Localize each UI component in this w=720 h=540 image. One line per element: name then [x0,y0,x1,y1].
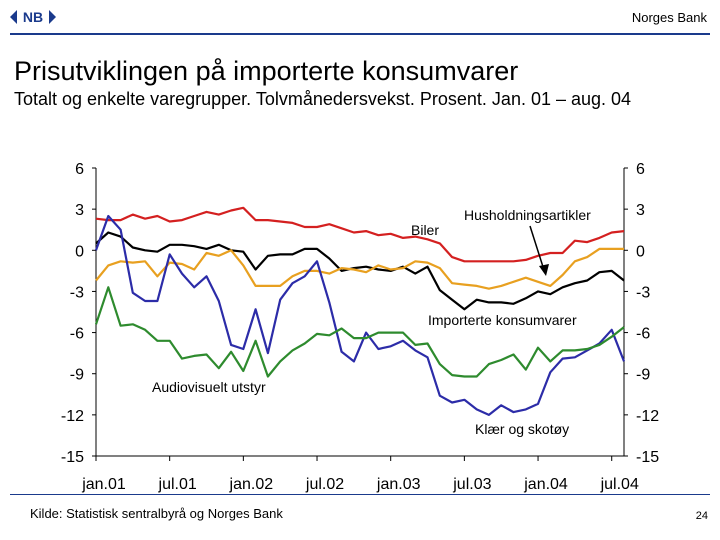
x-tick-label: jul.01 [158,476,197,493]
slide-title: Prisutviklingen på importerte konsumvare… [14,56,519,86]
footer-divider [10,494,710,495]
series-line-biler [95,231,625,311]
y-tick-label-left: -6 [70,326,84,343]
y-tick-label-right: -15 [636,449,659,466]
annotation-arrow-line [529,225,545,271]
y-tick-label-left: 0 [75,243,84,260]
slide-subtitle: Totalt og enkelte varegrupper. Tolvmåned… [14,89,632,109]
y-tick-label-right: 3 [636,202,645,219]
page-number: 24 [695,510,708,522]
series-line-importerte-konsumvarer [95,247,624,290]
y-tick-label-left: 3 [75,202,84,219]
x-tick-label: jan.03 [376,476,421,493]
series-line-husholdningsartikler [95,206,625,263]
series-line-kl-r-og-skot-y [94,286,625,378]
y-tick-label-right: 6 [636,161,645,178]
x-tick-label: jul.04 [600,476,639,493]
header-divider [10,33,710,35]
y-tick-label-left: -15 [61,449,84,466]
annotation-audiovisuelt-utstyr: Audiovisuelt utstyr [152,379,266,395]
x-tick-label: jan.01 [81,476,126,493]
y-tick-label-right: -3 [636,284,650,301]
y-tick-label-right: 0 [636,243,645,260]
y-tick-label-left: -3 [70,284,84,301]
annotation-arrow-head [539,264,549,276]
annotation-importerte-konsumvarer: Importerte konsumvarer [428,312,577,328]
y-tick-label-left: -12 [61,408,84,425]
y-tick-label-left: -9 [70,367,84,384]
brand-name: Norges Bank [631,10,707,25]
y-tick-label-right: -9 [636,367,650,384]
x-tick-label: jul.02 [305,476,344,493]
annotation-biler: Biler [411,222,439,238]
x-tick-label: jan.04 [523,476,568,493]
x-tick-label: jul.03 [452,476,491,493]
y-tick-label-right: -12 [636,408,659,425]
source-note: Kilde: Statistisk sentralbyrå og Norges … [30,506,283,521]
x-tick-label: jan.02 [229,476,274,493]
series-line-audiovisuelt-utstyr [94,214,626,416]
annotation-husholdningsartikler: Husholdningsartikler [464,207,591,223]
y-tick-label-left: 6 [75,161,84,178]
annotation-klaer-og-skotoy: Klær og skotøy [475,421,569,437]
y-tick-label-right: -6 [636,326,650,343]
logo-text: NB [23,9,43,25]
norges-bank-logo: NB [10,9,56,25]
